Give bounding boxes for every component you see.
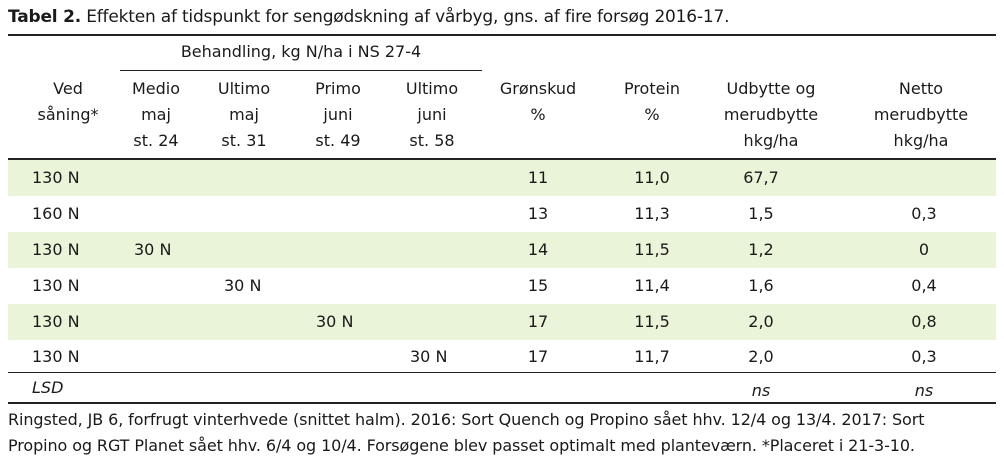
col-header-line: juni <box>323 105 353 124</box>
footnote-line-2: Propino og RGT Planet sået hhv. 6/4 og 1… <box>8 436 915 455</box>
group-header-rule <box>120 70 482 71</box>
group-header: Behandling, kg N/ha i NS 27-4 <box>180 42 422 61</box>
col-header-line: Netto <box>898 79 944 98</box>
col-header-line: maj <box>229 105 259 124</box>
lsd-rule <box>8 372 996 373</box>
col-header-medio-maj: Medio maj st. 24 <box>108 76 204 154</box>
cell-gronskud: 11 <box>527 168 549 187</box>
cell-ved-saning: 130 N <box>32 276 80 295</box>
col-header-gronskud: Grønskud % <box>486 76 590 128</box>
cell-gronskud: 15 <box>527 276 549 295</box>
cell-ved-saning: 130 N <box>32 240 80 259</box>
cell-netto: 0,3 <box>911 204 937 223</box>
cell-protein: 11,7 <box>634 347 670 366</box>
lsd-udbytte: ns <box>751 381 771 400</box>
col-header-line: st. 58 <box>409 131 455 150</box>
col-header-line: merudbytte <box>723 105 819 124</box>
cell-udbytte: 1,5 <box>748 204 774 223</box>
col-header-line: hkg/ha <box>743 131 799 150</box>
col-header-line: juni <box>417 105 447 124</box>
col-header-line: % <box>530 105 546 124</box>
cell-udbytte: 1,2 <box>748 240 774 259</box>
col-header-udbytte: Udbytte og merudbytte hkg/ha <box>706 76 836 154</box>
cell-gronskud: 14 <box>527 240 549 259</box>
cell-protein: 11,5 <box>634 240 670 259</box>
col-header-line: Ultimo <box>405 79 459 98</box>
cell-netto: 0,3 <box>911 347 937 366</box>
table-caption: Tabel 2. Effekten af tidspunkt for sengø… <box>8 7 729 27</box>
bottom-rule <box>8 402 996 404</box>
cell-primo-juni: 30 N <box>316 312 354 331</box>
row-band <box>8 304 996 340</box>
header-rule <box>8 158 996 160</box>
cell-udbytte: 2,0 <box>748 347 774 366</box>
col-header-line: st. 49 <box>315 131 361 150</box>
cell-ultimo-juni: 30 N <box>410 347 448 366</box>
col-header-protein: Protein % <box>600 76 704 128</box>
row-band <box>8 160 996 196</box>
cell-ved-saning: 160 N <box>32 204 80 223</box>
cell-udbytte: 67,7 <box>743 168 779 187</box>
cell-ved-saning: 130 N <box>32 312 80 331</box>
col-header-primo-juni: Primo juni st. 49 <box>290 76 386 154</box>
col-header-ultimo-juni: Ultimo juni st. 58 <box>384 76 480 154</box>
cell-protein: 11,0 <box>634 168 670 187</box>
top-rule <box>8 34 996 36</box>
cell-ved-saning: 130 N <box>32 168 80 187</box>
cell-gronskud: 17 <box>527 312 549 331</box>
cell-protein: 11,4 <box>634 276 670 295</box>
lsd-label: LSD <box>32 378 64 397</box>
cell-udbytte: 1,6 <box>748 276 774 295</box>
cell-gronskud: 17 <box>527 347 549 366</box>
col-header-line: Medio <box>131 79 181 98</box>
col-header-line: st. 31 <box>221 131 267 150</box>
col-header-line: Udbytte og <box>726 79 816 98</box>
lsd-netto: ns <box>914 381 934 400</box>
cell-udbytte: 2,0 <box>748 312 774 331</box>
col-header-line: Protein <box>623 79 681 98</box>
col-header-line: st. 24 <box>133 131 179 150</box>
cell-netto: 0,8 <box>911 312 937 331</box>
col-header-line: Ultimo <box>217 79 271 98</box>
cell-protein: 11,5 <box>634 312 670 331</box>
cell-netto: 0 <box>918 240 930 259</box>
col-header-line: Ved <box>53 79 83 98</box>
row-band <box>8 232 996 268</box>
col-header-line: Grønskud <box>499 79 577 98</box>
footnote-line-1: Ringsted, JB 6, forfrugt vinterhvede (sn… <box>8 410 925 429</box>
cell-protein: 11,3 <box>634 204 670 223</box>
col-header-ved-saning: Ved såning* <box>20 76 116 128</box>
col-header-line: Primo <box>315 79 361 98</box>
cell-medio-maj: 30 N <box>134 240 172 259</box>
col-header-netto: Netto merudbytte hkg/ha <box>856 76 986 154</box>
col-header-line: maj <box>141 105 171 124</box>
cell-ved-saning: 130 N <box>32 347 80 366</box>
col-header-line: % <box>644 105 660 124</box>
col-header-line: såning* <box>37 105 99 124</box>
cell-netto: 0,4 <box>911 276 937 295</box>
caption-text: Effekten af tidspunkt for sengødskning a… <box>86 7 730 27</box>
col-header-line: hkg/ha <box>893 131 949 150</box>
cell-gronskud: 13 <box>527 204 549 223</box>
cell-ultimo-maj: 30 N <box>224 276 262 295</box>
col-header-ultimo-maj: Ultimo maj st. 31 <box>196 76 292 154</box>
col-header-line: merudbytte <box>873 105 969 124</box>
caption-label: Tabel 2. <box>8 7 82 27</box>
